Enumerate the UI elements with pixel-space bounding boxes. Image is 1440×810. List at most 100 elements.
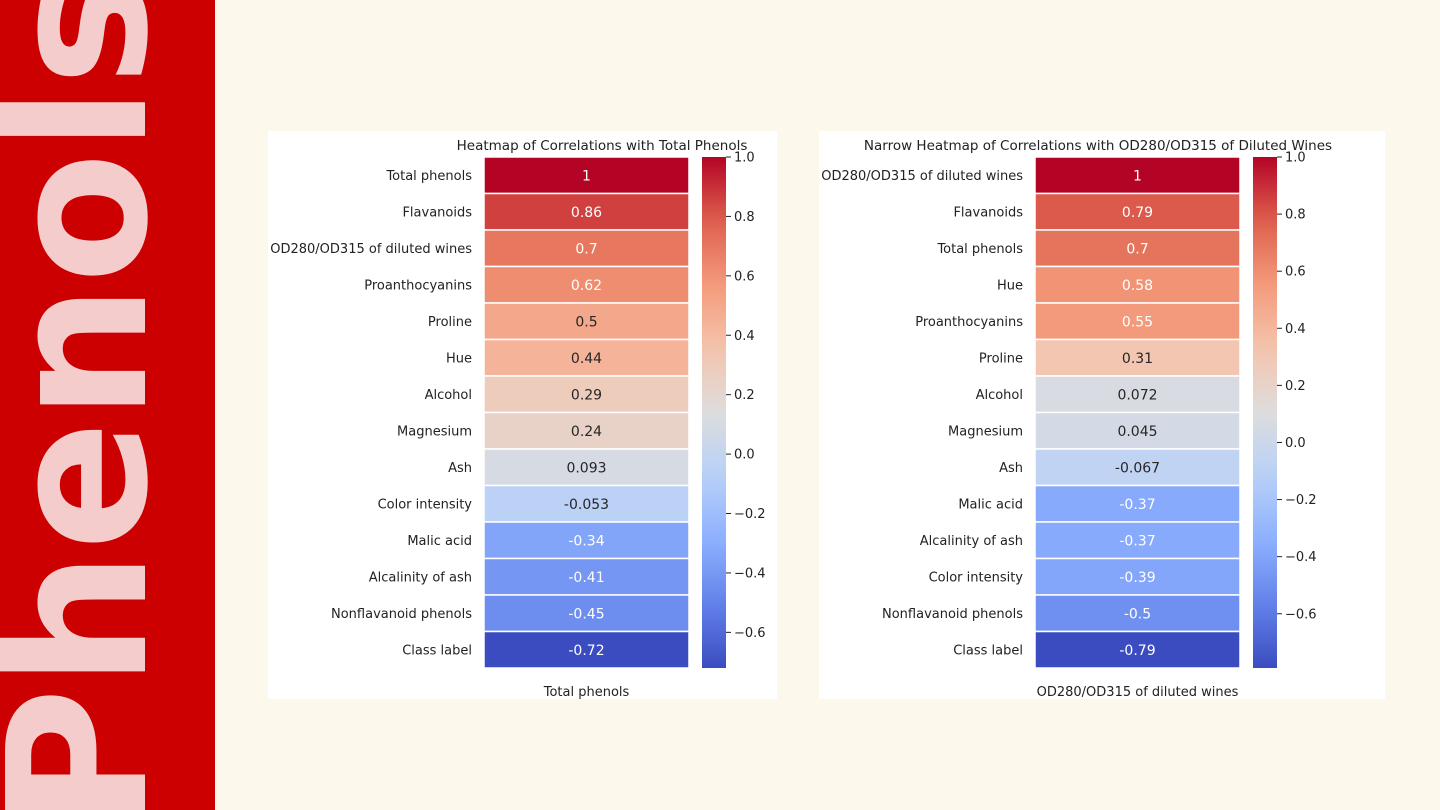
row-label: Malic acid <box>407 534 472 549</box>
colorbar-tick-label: 0.0 <box>734 448 755 463</box>
x-axis-label: OD280/OD315 of diluted wines <box>1037 685 1239 699</box>
cell-value-label: 0.86 <box>571 205 602 221</box>
heatmap-cell <box>1034 484 1241 523</box>
heatmap-panel-od280: Narrow Heatmap of Correlations with OD28… <box>819 131 1385 700</box>
colorbar-tick-label: 0.6 <box>734 269 755 284</box>
row-label: Hue <box>997 278 1023 293</box>
row-label: Magnesium <box>948 424 1023 439</box>
colorbar-tick-label: −0.2 <box>734 507 766 522</box>
colorbar-tick-label: −0.4 <box>734 566 766 581</box>
row-label: Color intensity <box>929 570 1024 585</box>
row-label: Nonflavanoid phenols <box>882 607 1023 622</box>
heatmap-cell <box>483 557 690 596</box>
cell-value-label: 0.29 <box>571 387 602 403</box>
cell-value-label: -0.41 <box>568 570 604 586</box>
chart-title: Narrow Heatmap of Correlations with OD28… <box>864 138 1332 154</box>
heatmap-cell <box>483 156 690 195</box>
cell-value-label: 0.55 <box>1122 314 1153 330</box>
heatmap-cell <box>1034 302 1241 341</box>
heatmap-cell <box>483 484 690 523</box>
cell-value-label: -0.79 <box>1119 643 1155 659</box>
cell-value-label: 0.072 <box>1117 387 1157 403</box>
row-label: Proanthocyanins <box>364 278 472 293</box>
heatmap-cell <box>1034 630 1241 669</box>
heatmap-cell <box>1034 192 1241 231</box>
cell-value-label: 1 <box>582 168 591 184</box>
cell-value-label: 0.58 <box>1122 278 1153 294</box>
sidebar: Phenols <box>0 0 215 810</box>
cell-value-label: -0.45 <box>568 606 604 622</box>
sidebar-title: Phenols <box>0 0 191 810</box>
heatmap-cell <box>1034 156 1241 195</box>
row-label: Hue <box>446 351 472 366</box>
row-label: Class label <box>402 643 472 658</box>
row-label: Proanthocyanins <box>915 315 1023 330</box>
row-label: Flavanoids <box>953 205 1023 220</box>
x-axis-label: Total phenols <box>543 685 630 699</box>
colorbar-tick-label: 0.4 <box>1285 322 1306 337</box>
row-label: Ash <box>448 461 472 476</box>
cell-value-label: 0.7 <box>1126 241 1148 257</box>
cell-value-label: -0.37 <box>1119 497 1155 513</box>
heatmap-cell <box>1034 521 1241 560</box>
row-label: Proline <box>979 351 1023 366</box>
cell-value-label: 0.79 <box>1122 205 1153 221</box>
heatmap-cell <box>1034 265 1241 304</box>
cell-value-label: 0.045 <box>1117 424 1157 440</box>
cell-value-label: -0.72 <box>568 643 604 659</box>
row-label: Total phenols <box>385 169 472 184</box>
colorbar-tick-label: 0.8 <box>734 210 755 225</box>
row-label: OD280/OD315 of diluted wines <box>270 242 472 257</box>
heatmap-chart-total-phenols: Heatmap of Correlations with Total Pheno… <box>270 138 766 700</box>
colorbar-tick-label: 0.0 <box>1285 436 1306 451</box>
colorbar-tick-label: 0.2 <box>1285 379 1306 394</box>
cell-value-label: 0.31 <box>1122 351 1153 367</box>
row-label: Proline <box>428 315 472 330</box>
cell-value-label: 0.24 <box>571 424 602 440</box>
colorbar-tick-label: 0.4 <box>734 329 755 344</box>
heatmap-cell <box>1034 557 1241 596</box>
cell-value-label: -0.067 <box>1115 460 1160 476</box>
colorbar-tick-label: −0.2 <box>1285 493 1317 508</box>
colorbar-tick-label: −0.6 <box>734 626 766 641</box>
heatmap-cell <box>1034 375 1241 414</box>
colorbar-tick-label: 1.0 <box>1285 151 1306 166</box>
cell-value-label: -0.34 <box>568 533 604 549</box>
row-label: Ash <box>999 461 1023 476</box>
row-label: Magnesium <box>397 424 472 439</box>
heatmap-cell <box>483 521 690 560</box>
cell-value-label: 1 <box>1133 168 1142 184</box>
cell-value-label: 0.5 <box>575 314 597 330</box>
row-label: Alcalinity of ash <box>369 570 472 585</box>
heatmap-cell <box>483 630 690 669</box>
cell-value-label: -0.37 <box>1119 533 1155 549</box>
row-label: Total phenols <box>936 242 1023 257</box>
cell-value-label: 0.44 <box>571 351 602 367</box>
cell-value-label: 0.7 <box>575 241 597 257</box>
heatmap-cell <box>1034 411 1241 450</box>
heatmap-cell <box>483 192 690 231</box>
row-label: Alcohol <box>425 388 472 403</box>
cell-value-label: -0.053 <box>564 497 609 513</box>
heatmap-cell <box>1034 229 1241 268</box>
heatmap-cell <box>1034 594 1241 633</box>
heatmap-cell <box>483 338 690 377</box>
row-label: Class label <box>953 643 1023 658</box>
colorbar-tick-label: −0.4 <box>1285 550 1317 565</box>
row-label: OD280/OD315 of diluted wines <box>821 169 1023 184</box>
chart-title: Heatmap of Correlations with Total Pheno… <box>457 138 748 154</box>
cell-value-label: -0.39 <box>1119 570 1155 586</box>
heatmap-cell <box>483 411 690 450</box>
heatmap-panel-total-phenols: Heatmap of Correlations with Total Pheno… <box>268 131 777 700</box>
colorbar-tick-label: 0.6 <box>1285 265 1306 280</box>
colorbar <box>702 157 726 668</box>
row-label: Nonflavanoid phenols <box>331 607 472 622</box>
colorbar-tick-label: 1.0 <box>734 151 755 166</box>
cell-value-label: 0.62 <box>571 278 602 294</box>
colorbar-tick-label: 0.8 <box>1285 208 1306 223</box>
row-label: Flavanoids <box>402 205 472 220</box>
colorbar-tick-label: −0.6 <box>1285 607 1317 622</box>
cell-value-label: 0.093 <box>566 460 606 476</box>
colorbar-tick-label: 0.2 <box>734 388 755 403</box>
row-label: Alcohol <box>976 388 1023 403</box>
